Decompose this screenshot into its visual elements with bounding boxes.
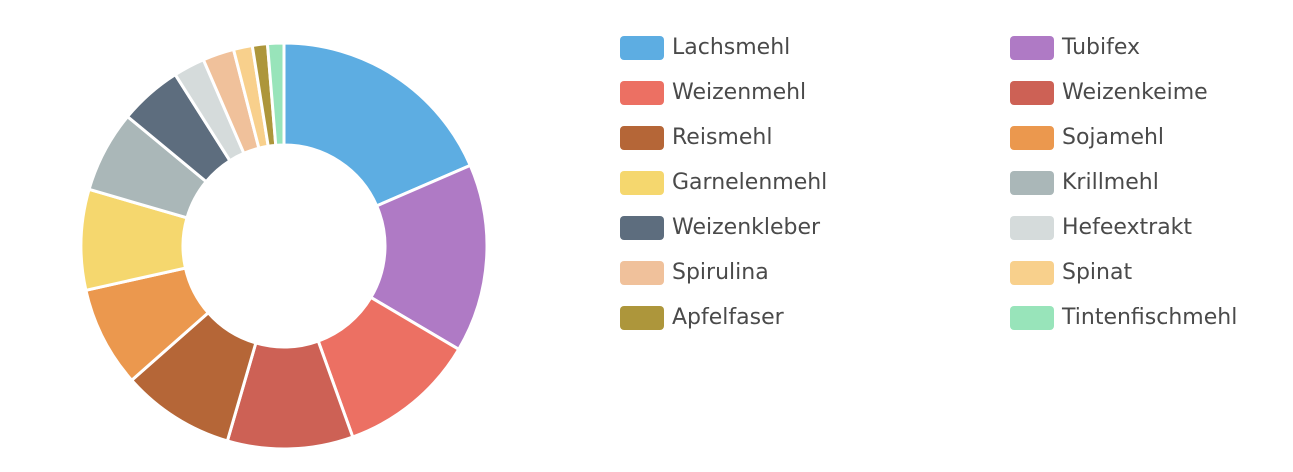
legend-swatch <box>1010 125 1054 150</box>
legend-label: Weizenmehl <box>672 80 807 105</box>
legend-swatch <box>1010 80 1054 105</box>
legend-label: Tubifex <box>1062 35 1141 60</box>
legend-item-reismehl[interactable]: Reismehl <box>620 115 1010 160</box>
legend-item-sojamehl[interactable]: Sojamehl <box>1010 115 1270 160</box>
legend-item-weizenkeime[interactable]: Weizenkeime <box>1010 70 1270 115</box>
legend-swatch <box>1010 170 1054 195</box>
slice-lachsmehl[interactable] <box>282 41 472 208</box>
donut-chart <box>79 41 489 451</box>
legend-label: Weizenkeime <box>1062 80 1208 105</box>
legend-swatch <box>1010 260 1054 285</box>
legend-label: Sojamehl <box>1062 125 1165 150</box>
legend-item-garnelenmehl[interactable]: Garnelenmehl <box>620 160 1010 205</box>
legend-swatch <box>620 125 664 150</box>
legend-swatch <box>620 305 664 330</box>
legend-item-tintenfischmehl[interactable]: Tintenfischmehl <box>1010 295 1270 340</box>
legend-label: Krillmehl <box>1062 170 1159 195</box>
legend-label: Garnelenmehl <box>672 170 828 195</box>
legend-label: Hefeextrakt <box>1062 215 1193 240</box>
legend-swatch <box>1010 215 1054 240</box>
legend-label: Spirulina <box>672 260 769 285</box>
legend-swatch <box>620 215 664 240</box>
legend-item-lachsmehl[interactable]: Lachsmehl <box>620 25 1010 70</box>
slice-tintenfischmehl[interactable] <box>265 41 286 147</box>
legend-label: Apfelfaser <box>672 305 784 330</box>
legend-item-weizenkleber[interactable]: Weizenkleber <box>620 205 1010 250</box>
legend-item-spirulina[interactable]: Spirulina <box>620 250 1010 295</box>
legend-item-krillmehl[interactable]: Krillmehl <box>1010 160 1270 205</box>
legend-item-spinat[interactable]: Spinat <box>1010 250 1270 295</box>
legend-item-hefeextrakt[interactable]: Hefeextrakt <box>1010 205 1270 250</box>
legend-swatch <box>620 260 664 285</box>
legend-label: Reismehl <box>672 125 773 150</box>
legend-label: Tintenfischmehl <box>1062 305 1238 330</box>
legend-swatch <box>1010 305 1054 330</box>
legend-swatch <box>620 170 664 195</box>
legend-item-tubifex[interactable]: Tubifex <box>1010 25 1270 70</box>
slice-tubifex[interactable] <box>369 163 489 351</box>
chart-legend: Lachsmehl Tubifex Weizenmehl Weizenkeime Rei… <box>620 25 1270 340</box>
legend-item-weizenmehl[interactable]: Weizenmehl <box>620 70 1010 115</box>
legend-label: Lachsmehl <box>672 35 791 60</box>
legend-swatch <box>620 80 664 105</box>
legend-swatch <box>620 35 664 60</box>
legend-label: Weizenkleber <box>672 215 821 240</box>
legend-item-apfelfaser[interactable]: Apfelfaser <box>620 295 1010 340</box>
legend-label: Spinat <box>1062 260 1133 285</box>
legend-swatch <box>1010 35 1054 60</box>
